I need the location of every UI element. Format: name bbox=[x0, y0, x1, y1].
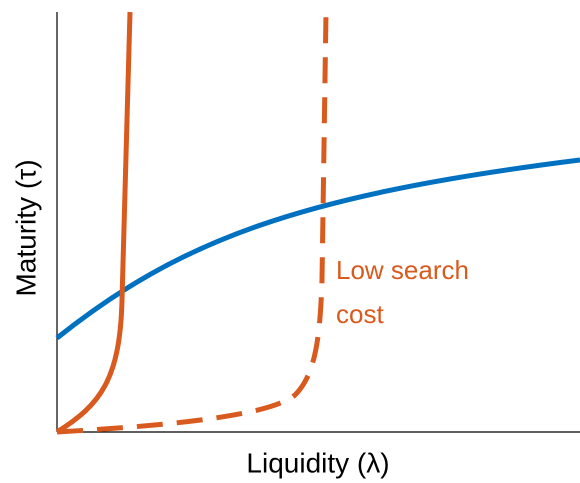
dashed-curve bbox=[56, 11, 329, 435]
annotation-line: Low search bbox=[336, 255, 469, 285]
solid-curve bbox=[55, 11, 133, 435]
annotation-line: cost bbox=[336, 299, 384, 329]
y-axis-label: Maturity (τ) bbox=[10, 159, 41, 296]
blue-curve bbox=[55, 157, 580, 340]
x-axis-label: Liquidity (λ) bbox=[246, 447, 389, 478]
